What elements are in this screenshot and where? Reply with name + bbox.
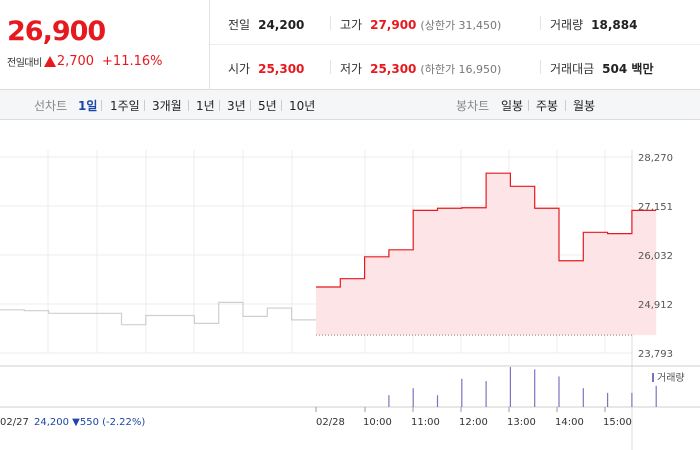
x-axis: 02/28 10:00 11:00 12:00 13:00 14:00 15:00 02/27… [0, 407, 632, 428]
low-value: 25,300 [370, 62, 417, 76]
change-label: 전일대비 [7, 58, 42, 69]
previous-day-series [0, 301, 341, 326]
lower-limit: (하한가 16,950) [420, 63, 502, 76]
x-tick-label: 14:00 [555, 417, 584, 428]
volume-series: 거래량 [388, 367, 685, 407]
previous-day-date: 02/27 [0, 417, 29, 428]
y-tick-label: 26,032 [638, 251, 673, 262]
period-3-year[interactable]: 3년 [227, 99, 246, 113]
x-tick-label: 11:00 [411, 417, 440, 428]
volume-metric: 거래량 18,884 [550, 16, 637, 33]
toolbar-separator [250, 100, 251, 111]
high-metric: 고가 27,900 (상한가 31,450) [340, 16, 501, 33]
change-amount: 2,700 [56, 54, 95, 69]
metric-divider [540, 60, 541, 74]
toolbar-separator [219, 100, 220, 111]
toolbar-separator [565, 100, 566, 111]
volume-value: 18,884 [591, 18, 638, 32]
y-tick-label: 28,270 [638, 153, 673, 164]
candle-chart-label: 봉차트 [456, 99, 490, 113]
period-5-year[interactable]: 5년 [258, 99, 277, 113]
trade-value-value: 504 백만 [602, 62, 654, 76]
candle-weekly[interactable]: 주봉 [536, 99, 559, 113]
high-label: 고가 [340, 18, 363, 32]
open-value: 25,300 [258, 62, 305, 76]
price-summary: 26,900 전일대비 2,700 +11.16% 전일 24,200 고가 2… [0, 0, 700, 90]
price-change: 전일대비 2,700 +11.16% [7, 54, 163, 69]
prev-close-label: 전일 [228, 18, 251, 32]
metric-divider [540, 16, 541, 30]
line-chart-label: 선차트 [34, 99, 68, 113]
volume-legend-swatch [652, 373, 654, 382]
upper-limit: (상한가 31,450) [420, 19, 502, 32]
trade-value-label: 거래대금 [550, 62, 595, 76]
y-tick-label: 24,912 [638, 300, 673, 311]
high-value: 27,900 [370, 18, 417, 32]
intraday-price-chart: 28,270 27,151 26,032 24,912 23,793 거래량 02/28… [0, 150, 700, 450]
prev-close-metric: 전일 24,200 [228, 16, 304, 33]
open-metric: 시가 25,300 [228, 60, 304, 77]
toolbar-separator [188, 100, 189, 111]
up-triangle-icon [43, 56, 56, 67]
previous-day-line [0, 301, 341, 326]
y-tick-label: 27,151 [638, 202, 673, 213]
period-1-week[interactable]: 1주일 [110, 99, 140, 113]
volume-label: 거래량 [550, 18, 584, 32]
change-percent: +11.16% [102, 54, 163, 69]
metric-divider [330, 60, 331, 74]
volume-legend-label: 거래량 [657, 372, 685, 384]
period-10-year[interactable]: 10년 [289, 99, 316, 113]
period-1-year[interactable]: 1년 [196, 99, 215, 113]
chart-period-toolbar: 선차트 1일 1주일 3개월 1년 3년 5년 10년 봉차트 일봉 주봉 월봉 [0, 90, 700, 120]
x-tick-label: 02/28 [316, 417, 345, 428]
summary-row-divider [210, 44, 700, 45]
open-label: 시가 [228, 62, 251, 76]
low-metric: 저가 25,300 (하한가 16,950) [340, 60, 501, 77]
y-tick-label: 23,793 [638, 349, 673, 360]
today-price-line [316, 172, 657, 288]
x-tick-label: 13:00 [507, 417, 536, 428]
today-area-fill [316, 173, 657, 336]
current-price-box: 26,900 전일대비 2,700 +11.16% [0, 0, 210, 90]
toolbar-separator [101, 100, 102, 111]
x-tick-label: 12:00 [459, 417, 488, 428]
toolbar-separator [528, 100, 529, 111]
today-series [316, 172, 657, 336]
x-tick-label: 10:00 [363, 417, 392, 428]
toolbar-separator [144, 100, 145, 111]
low-label: 저가 [340, 62, 363, 76]
y-axis: 28,270 27,151 26,032 24,912 23,793 [638, 153, 673, 360]
period-1-day[interactable]: 1일 [78, 99, 98, 113]
candle-monthly[interactable]: 월봉 [573, 99, 596, 113]
trade-value-metric: 거래대금 504 백만 [550, 60, 653, 77]
period-3-month[interactable]: 3개월 [152, 99, 182, 113]
x-tick-label: 15:00 [603, 417, 632, 428]
toolbar-separator [281, 100, 282, 111]
metric-divider [330, 16, 331, 30]
previous-day-close: 24,200 ▼550 (-2.22%) [34, 417, 145, 428]
current-price: 26,900 [7, 16, 106, 47]
prev-close-value: 24,200 [258, 18, 305, 32]
candle-daily[interactable]: 일봉 [501, 99, 524, 113]
